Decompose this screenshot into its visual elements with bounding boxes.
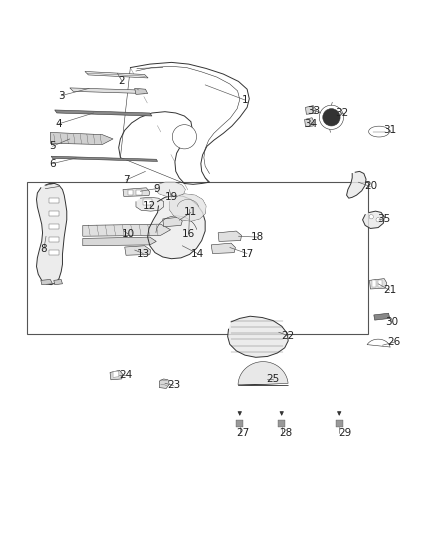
Text: 3: 3 [58, 91, 64, 101]
Polygon shape [49, 224, 59, 229]
Text: 25: 25 [266, 374, 280, 384]
Polygon shape [238, 361, 288, 385]
Text: 9: 9 [153, 184, 159, 193]
Polygon shape [346, 172, 366, 198]
Text: 24: 24 [120, 369, 133, 379]
Circle shape [172, 125, 197, 149]
Circle shape [369, 215, 373, 219]
Polygon shape [378, 280, 381, 287]
Polygon shape [159, 379, 169, 389]
Text: 5: 5 [49, 141, 56, 151]
Polygon shape [305, 106, 316, 114]
Text: 29: 29 [338, 428, 351, 438]
Text: 19: 19 [165, 192, 178, 203]
Polygon shape [70, 88, 145, 93]
Polygon shape [372, 280, 375, 287]
Text: 27: 27 [236, 428, 249, 438]
Polygon shape [51, 156, 158, 161]
Text: 17: 17 [240, 248, 254, 259]
Polygon shape [134, 88, 148, 94]
Text: 28: 28 [279, 428, 293, 438]
Polygon shape [336, 420, 343, 426]
Polygon shape [163, 217, 182, 227]
Polygon shape [148, 195, 205, 259]
Polygon shape [50, 132, 113, 144]
Polygon shape [136, 190, 141, 195]
Polygon shape [236, 420, 243, 426]
Text: 10: 10 [122, 229, 135, 239]
Text: 2: 2 [118, 76, 125, 86]
Text: 11: 11 [184, 207, 198, 217]
Polygon shape [143, 199, 152, 205]
Polygon shape [83, 237, 156, 246]
Text: 31: 31 [383, 125, 396, 135]
Polygon shape [211, 243, 236, 254]
Text: 4: 4 [56, 119, 62, 129]
Polygon shape [49, 237, 59, 243]
Circle shape [376, 217, 380, 222]
Polygon shape [54, 279, 63, 285]
Bar [27, 182, 368, 334]
Circle shape [323, 109, 340, 126]
Text: 34: 34 [304, 119, 317, 129]
Polygon shape [228, 316, 288, 357]
Text: 14: 14 [191, 248, 204, 259]
Polygon shape [125, 246, 151, 255]
Polygon shape [55, 110, 152, 116]
Text: 12: 12 [143, 201, 156, 211]
Text: 18: 18 [251, 232, 265, 242]
Polygon shape [278, 420, 285, 426]
Text: 21: 21 [383, 285, 396, 295]
Text: 32: 32 [336, 108, 349, 118]
Text: 20: 20 [364, 182, 377, 191]
Text: 16: 16 [182, 229, 195, 239]
Polygon shape [169, 194, 206, 221]
Polygon shape [49, 198, 59, 204]
Polygon shape [36, 183, 67, 285]
Text: 1: 1 [242, 95, 248, 105]
Text: 8: 8 [41, 244, 47, 254]
Text: 26: 26 [388, 337, 401, 347]
Text: 13: 13 [137, 248, 150, 259]
Polygon shape [123, 188, 150, 197]
Text: 7: 7 [123, 175, 129, 185]
Polygon shape [113, 371, 119, 377]
Polygon shape [41, 279, 53, 285]
Polygon shape [370, 279, 387, 289]
Polygon shape [110, 370, 123, 380]
Ellipse shape [369, 126, 389, 137]
Text: 30: 30 [385, 317, 399, 327]
Polygon shape [155, 182, 185, 197]
Circle shape [229, 233, 235, 239]
Text: 35: 35 [377, 214, 390, 224]
Polygon shape [363, 211, 384, 229]
Text: 22: 22 [282, 330, 295, 341]
Polygon shape [304, 118, 314, 127]
Polygon shape [374, 313, 390, 320]
Text: 33: 33 [307, 106, 321, 116]
Polygon shape [49, 250, 59, 255]
Polygon shape [218, 231, 241, 241]
Polygon shape [83, 224, 170, 236]
Text: 23: 23 [167, 381, 180, 390]
Polygon shape [49, 211, 59, 216]
Polygon shape [85, 71, 148, 78]
Polygon shape [136, 197, 164, 211]
Circle shape [175, 220, 180, 224]
Polygon shape [128, 190, 133, 195]
Text: 6: 6 [49, 159, 56, 168]
